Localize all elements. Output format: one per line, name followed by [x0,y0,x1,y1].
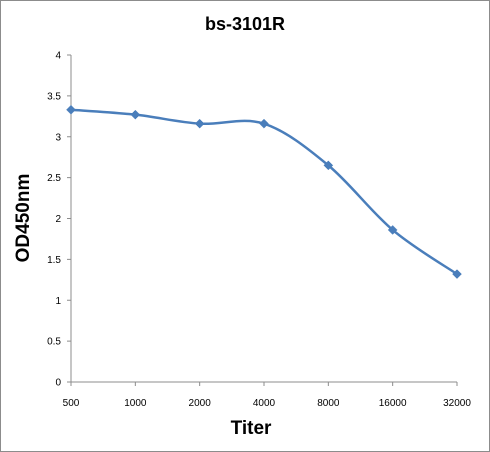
x-tick-label: 32000 [443,398,471,409]
y-tick-label: 3 [55,132,61,143]
x-axis-title: Titer [231,418,272,439]
y-tick-label: 2.5 [47,173,61,184]
y-axis-title: OD450nm [13,174,34,263]
chart-title: bs-3101R [205,14,285,34]
y-tick-label: 2 [55,214,61,225]
x-tick-label: 2000 [189,398,212,409]
data-point-marker [130,109,141,120]
series-line [70,108,458,276]
y-tick-label: 0 [55,378,61,389]
plot-area [66,104,462,279]
data-point-marker [66,104,76,115]
data-point-marker [194,118,205,129]
y-tick-label: 4 [55,51,61,62]
x-tick-label: 8000 [317,398,340,409]
axes: 0 0.5 1 1.5 2 2.5 3 3.5 4 500 1000 2000 4000 8000 1600… [47,51,471,410]
data-point-marker [387,225,398,235]
x-tick-label: 500 [63,398,80,409]
y-tick-label: 3.5 [47,91,61,102]
y-tick-label: 0.5 [47,337,61,348]
y-tick-label: 1 [55,296,61,307]
x-tick-label: 4000 [253,398,276,409]
x-tick-label: 16000 [379,398,407,409]
data-point-marker [259,118,269,129]
y-tick-label: 1.5 [47,255,61,266]
data-point-marker [323,160,334,171]
x-tick-label: 1000 [124,398,147,409]
data-point-marker [452,269,462,279]
